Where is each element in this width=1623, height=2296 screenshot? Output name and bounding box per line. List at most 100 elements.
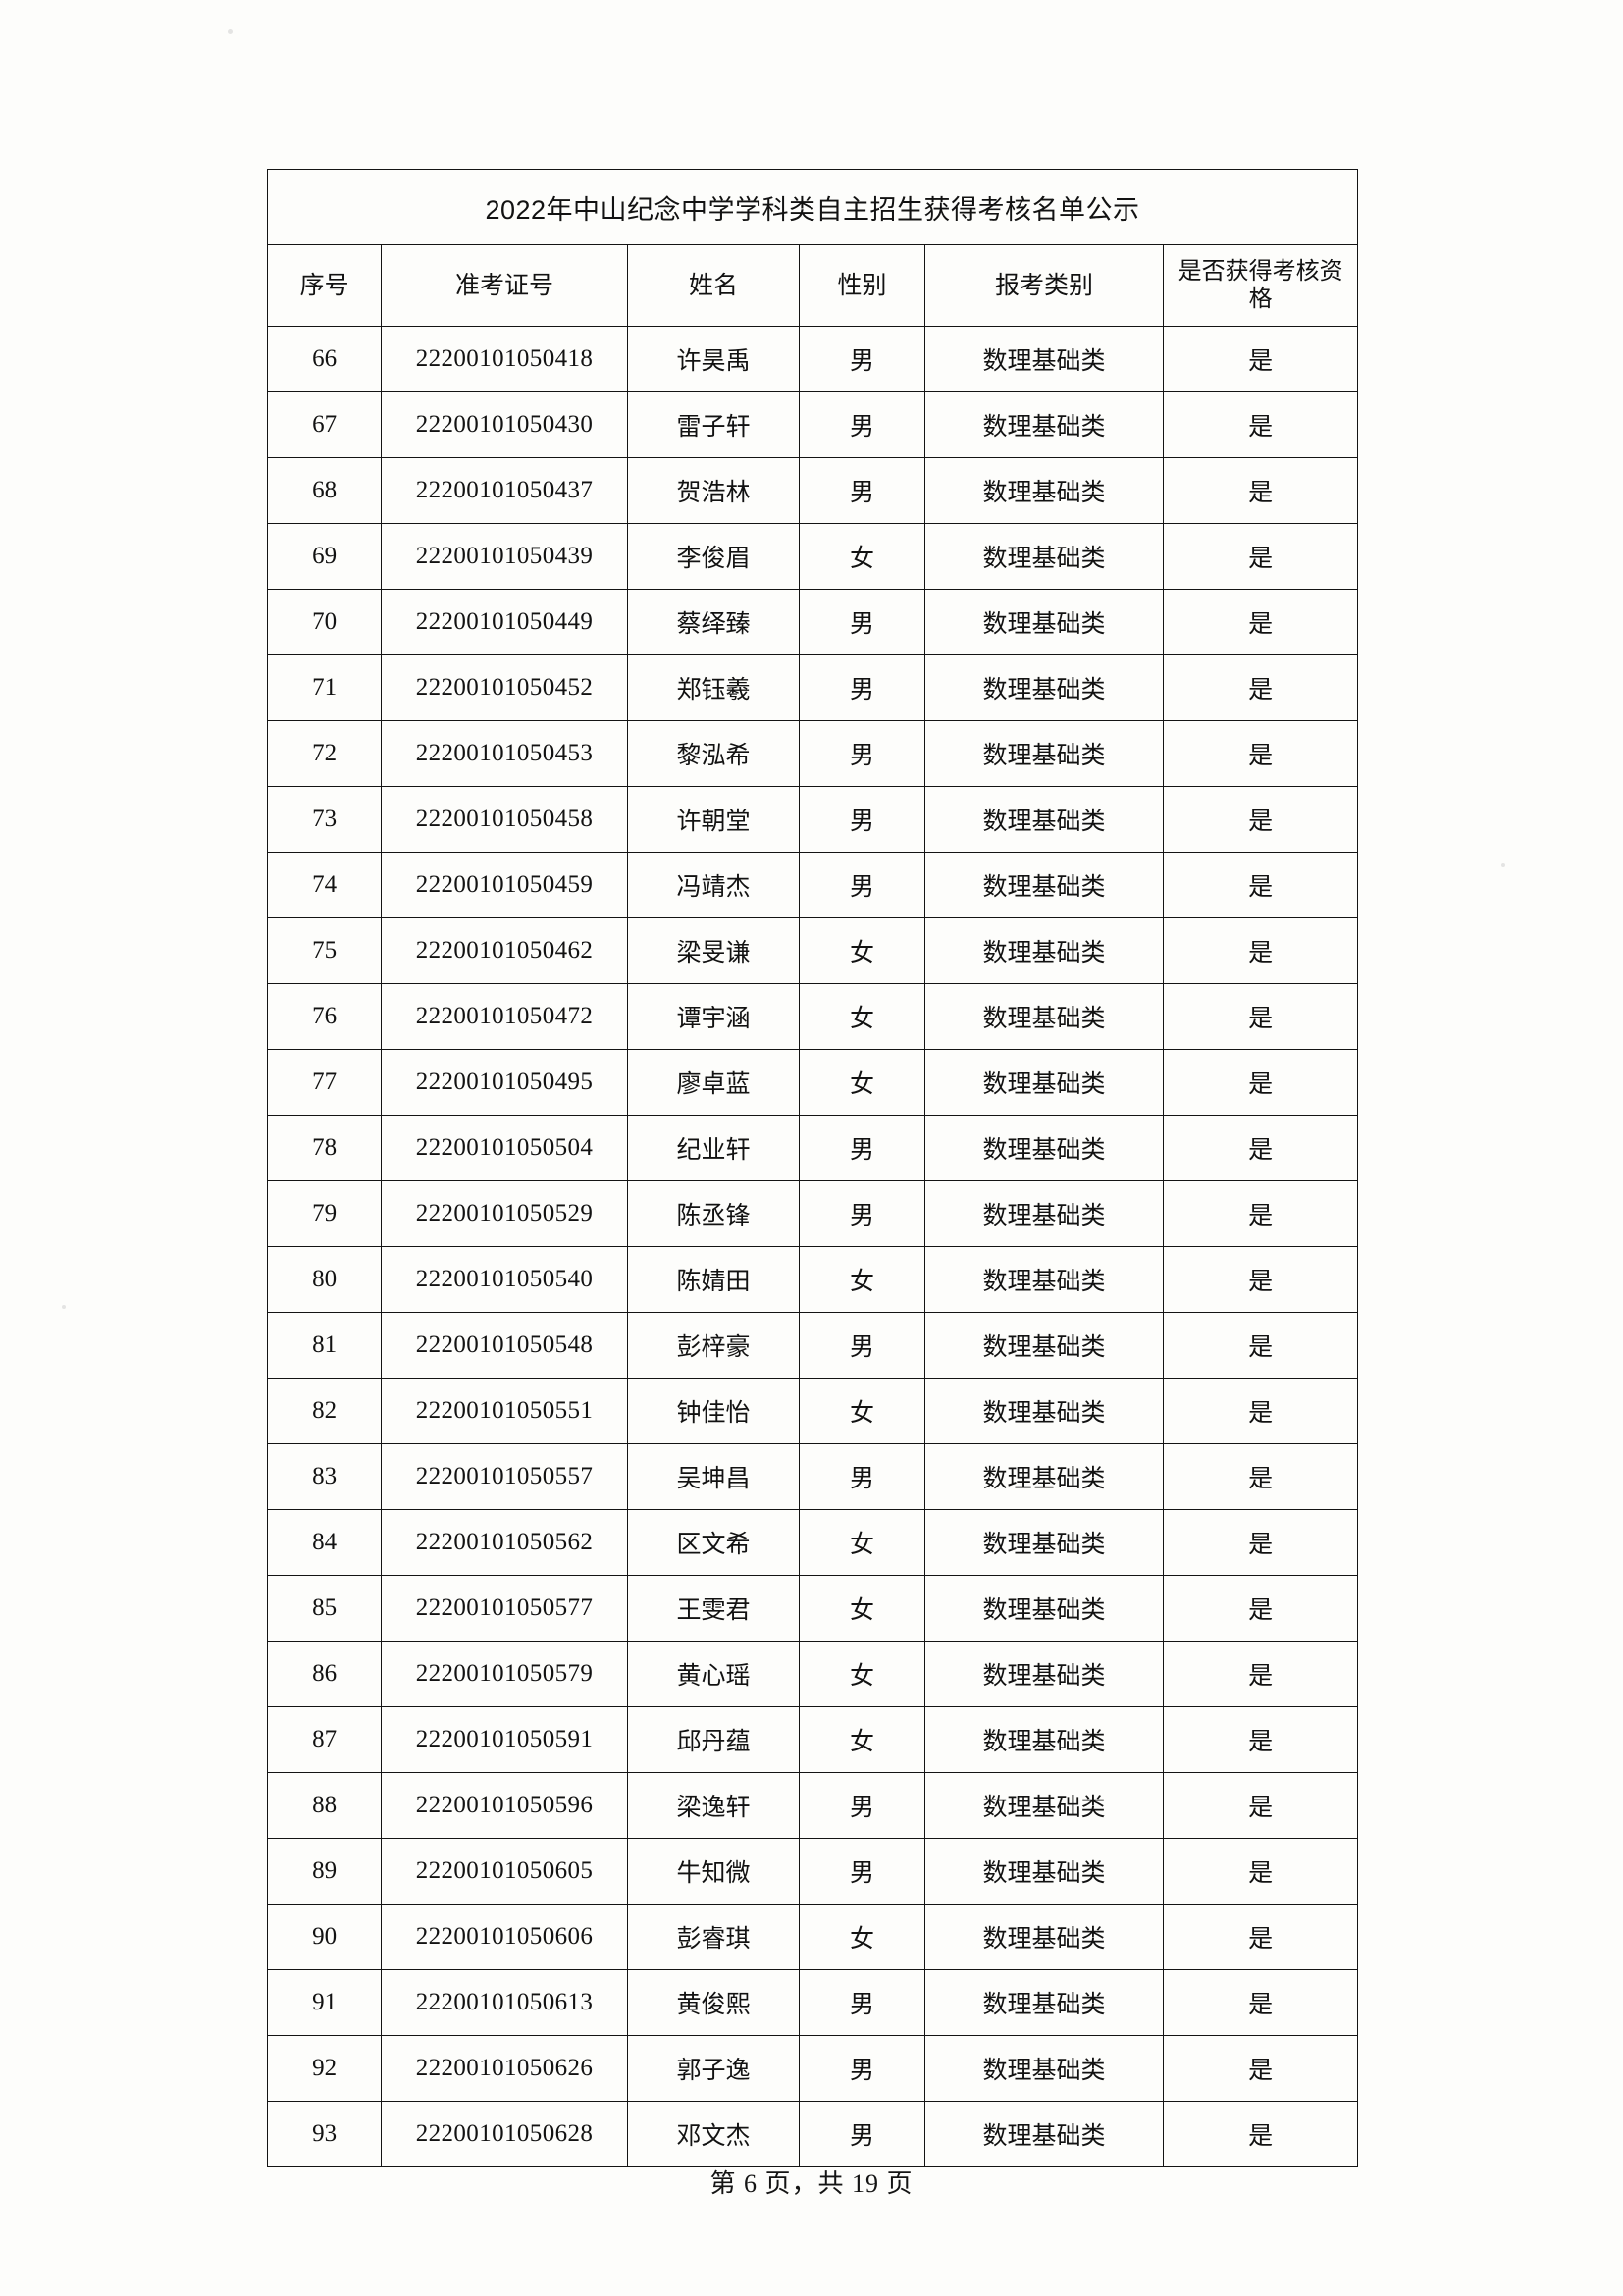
cell-category: 数理基础类 <box>923 2035 1165 2102</box>
cell-category: 数理基础类 <box>923 1706 1165 1773</box>
cell-ticket: 22200101050628 <box>381 2101 628 2167</box>
cell-seq: 71 <box>266 654 383 721</box>
cell-ticket: 22200101050472 <box>381 983 628 1050</box>
cell-ticket: 22200101050562 <box>381 1509 628 1576</box>
cell-seq: 69 <box>266 523 383 590</box>
cell-gender: 女 <box>799 1509 925 1576</box>
cell-ticket: 22200101050430 <box>381 391 628 458</box>
cell-category: 数理基础类 <box>923 917 1165 984</box>
cell-gender: 男 <box>799 1838 925 1905</box>
cell-seq: 78 <box>266 1115 383 1181</box>
cell-name: 许朝堂 <box>626 786 801 853</box>
cell-name: 梁旻谦 <box>626 917 801 984</box>
table-row: 91 22200101050613 黄俊熙男数理基础类是 <box>266 1969 1358 2036</box>
cell-name: 彭梓豪 <box>626 1312 801 1379</box>
cell-qualified: 是 <box>1163 1115 1358 1181</box>
cell-name: 许昊禹 <box>626 326 801 392</box>
cell-category: 数理基础类 <box>923 1180 1165 1247</box>
cell-gender: 男 <box>799 852 925 918</box>
cell-qualified: 是 <box>1163 457 1358 524</box>
cell-qualified: 是 <box>1163 2101 1358 2167</box>
cell-category: 数理基础类 <box>923 786 1165 853</box>
cell-ticket: 22200101050458 <box>381 786 628 853</box>
cell-gender: 男 <box>799 1969 925 2036</box>
cell-gender: 女 <box>799 1049 925 1116</box>
cell-ticket: 22200101050557 <box>381 1443 628 1510</box>
cell-seq: 66 <box>266 326 383 392</box>
cell-name: 蔡绎臻 <box>626 589 801 655</box>
table-row: 66 22200101050418 许昊禹男数理基础类是 <box>266 326 1358 392</box>
cell-name: 谭宇涵 <box>626 983 801 1050</box>
table-row: 87 22200101050591 邱丹蕴女数理基础类是 <box>266 1706 1358 1773</box>
cell-ticket: 22200101050551 <box>381 1378 628 1444</box>
cell-ticket: 22200101050579 <box>381 1641 628 1707</box>
table-row: 77 22200101050495 廖卓蓝女数理基础类是 <box>266 1049 1358 1116</box>
cell-category: 数理基础类 <box>923 720 1165 787</box>
column-header-qualified: 是否获得考核资格 <box>1163 244 1358 327</box>
cell-seq: 92 <box>266 2035 383 2102</box>
cell-category: 数理基础类 <box>923 1115 1165 1181</box>
cell-category: 数理基础类 <box>923 654 1165 721</box>
table-row: 86 22200101050579 黄心瑶女数理基础类是 <box>266 1641 1358 1707</box>
cell-qualified: 是 <box>1163 326 1358 392</box>
table-row: 85 22200101050577 王雯君女数理基础类是 <box>266 1575 1358 1642</box>
cell-seq: 89 <box>266 1838 383 1905</box>
scan-speck <box>228 29 233 34</box>
table-row: 70 22200101050449 蔡绎臻男数理基础类是 <box>266 589 1358 655</box>
cell-gender: 女 <box>799 1641 925 1707</box>
table-row: 74 22200101050459 冯靖杰男数理基础类是 <box>266 852 1358 918</box>
cell-ticket: 22200101050449 <box>381 589 628 655</box>
cell-ticket: 22200101050613 <box>381 1969 628 2036</box>
cell-category: 数理基础类 <box>923 391 1165 458</box>
cell-ticket: 22200101050418 <box>381 326 628 392</box>
cell-category: 数理基础类 <box>923 326 1165 392</box>
cell-gender: 男 <box>799 391 925 458</box>
table-body: 66 22200101050418 许昊禹男数理基础类是 67 222001010504… <box>266 326 1358 2167</box>
cell-name: 黎泓希 <box>626 720 801 787</box>
cell-qualified: 是 <box>1163 1904 1358 1970</box>
cell-seq: 83 <box>266 1443 383 1510</box>
cell-category: 数理基础类 <box>923 1772 1165 1839</box>
cell-name: 冯靖杰 <box>626 852 801 918</box>
cell-gender: 女 <box>799 983 925 1050</box>
table-row: 84 22200101050562 区文希女数理基础类是 <box>266 1509 1358 1576</box>
scan-speck <box>1501 863 1505 867</box>
cell-qualified: 是 <box>1163 1641 1358 1707</box>
cell-seq: 73 <box>266 786 383 853</box>
cell-name: 陈丞锋 <box>626 1180 801 1247</box>
cell-gender: 女 <box>799 1904 925 1970</box>
table-row: 73 22200101050458 许朝堂男数理基础类是 <box>266 786 1358 853</box>
cell-name: 彭睿琪 <box>626 1904 801 1970</box>
cell-name: 贺浩林 <box>626 457 801 524</box>
table-row: 92 22200101050626 郭子逸男数理基础类是 <box>266 2035 1358 2102</box>
cell-seq: 76 <box>266 983 383 1050</box>
cell-gender: 男 <box>799 2101 925 2167</box>
cell-category: 数理基础类 <box>923 2101 1165 2167</box>
column-header-category: 报考类别 <box>923 244 1165 327</box>
table-row: 80 22200101050540 陈婧田女数理基础类是 <box>266 1246 1358 1313</box>
cell-qualified: 是 <box>1163 391 1358 458</box>
cell-ticket: 22200101050462 <box>381 917 628 984</box>
cell-gender: 女 <box>799 917 925 984</box>
page-title: 2022年中山纪念中学学科类自主招生获得考核名单公示 <box>267 169 1358 245</box>
cell-qualified: 是 <box>1163 786 1358 853</box>
cell-qualified: 是 <box>1163 1772 1358 1839</box>
cell-category: 数理基础类 <box>923 1509 1165 1576</box>
cell-name: 邱丹蕴 <box>626 1706 801 1773</box>
admission-list-table: 2022年中山纪念中学学科类自主招生获得考核名单公示 序号 准考证号 姓名 性别… <box>266 169 1358 2167</box>
cell-ticket: 22200101050540 <box>381 1246 628 1313</box>
cell-qualified: 是 <box>1163 589 1358 655</box>
cell-gender: 男 <box>799 1772 925 1839</box>
cell-qualified: 是 <box>1163 1312 1358 1379</box>
table-row: 82 22200101050551 钟佳怡女数理基础类是 <box>266 1378 1358 1444</box>
cell-seq: 74 <box>266 852 383 918</box>
cell-category: 数理基础类 <box>923 1904 1165 1970</box>
cell-category: 数理基础类 <box>923 457 1165 524</box>
cell-seq: 79 <box>266 1180 383 1247</box>
cell-ticket: 22200101050596 <box>381 1772 628 1839</box>
cell-name: 雷子轩 <box>626 391 801 458</box>
cell-ticket: 22200101050605 <box>381 1838 628 1905</box>
cell-name: 陈婧田 <box>626 1246 801 1313</box>
cell-category: 数理基础类 <box>923 1049 1165 1116</box>
